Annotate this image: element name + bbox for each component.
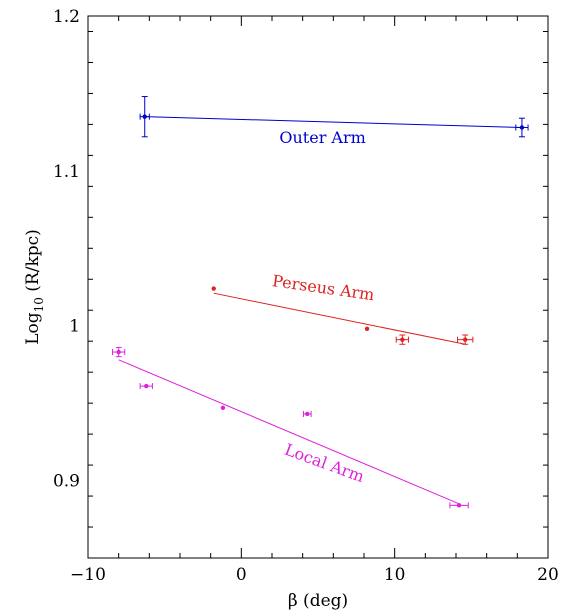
data-point [395, 334, 409, 345]
axis-ticks [87, 16, 549, 559]
y-axis-label-subscript: 10 [32, 297, 46, 312]
axis-tick-labels: −10 0 10 20 0.9 1 1.1 1.2 [53, 7, 559, 585]
data-point [211, 286, 216, 291]
data-point [449, 502, 469, 509]
data-points [112, 96, 529, 509]
point-marker [456, 503, 462, 508]
fit-lines [118, 116, 522, 505]
data-point [457, 334, 474, 345]
point-marker [220, 405, 226, 410]
data-point [220, 405, 226, 410]
fit-line [213, 292, 466, 345]
x-axis-label: β (deg) [288, 591, 348, 611]
x-tick-label: 0 [236, 565, 247, 585]
point-marker [364, 326, 370, 332]
y-tick-label: 1 [69, 317, 80, 337]
point-marker [116, 349, 121, 355]
data-point [139, 383, 153, 390]
plot-frame [87, 15, 549, 559]
fit-line [144, 116, 522, 128]
y-tick-label: 1.2 [53, 7, 80, 27]
fit-line [118, 359, 460, 505]
data-point [112, 346, 126, 358]
point-marker [211, 286, 216, 291]
x-tick-label: 20 [537, 565, 559, 585]
point-marker [142, 114, 147, 119]
y-tick-label: 0.9 [53, 472, 80, 492]
x-tick-label: −10 [70, 565, 106, 585]
point-marker [463, 337, 468, 342]
data-point [364, 326, 370, 332]
point-marker [400, 337, 405, 342]
y-axis-label: Log10 (R/kpc) [23, 229, 46, 345]
arm-label: Perseus Arm [271, 271, 375, 304]
data-point [515, 117, 529, 138]
x-tick-label: 10 [384, 565, 406, 585]
data-point [302, 410, 312, 417]
y-axis-label-prefix: Log [23, 312, 43, 345]
data-point [139, 96, 150, 138]
y-tick-label: 1.1 [53, 162, 80, 182]
y-axis-label-suffix: (R/kpc) [23, 229, 43, 297]
point-marker [144, 383, 149, 389]
point-marker [519, 125, 525, 130]
arm-label: Outer Arm [279, 128, 365, 147]
point-marker [305, 411, 310, 417]
